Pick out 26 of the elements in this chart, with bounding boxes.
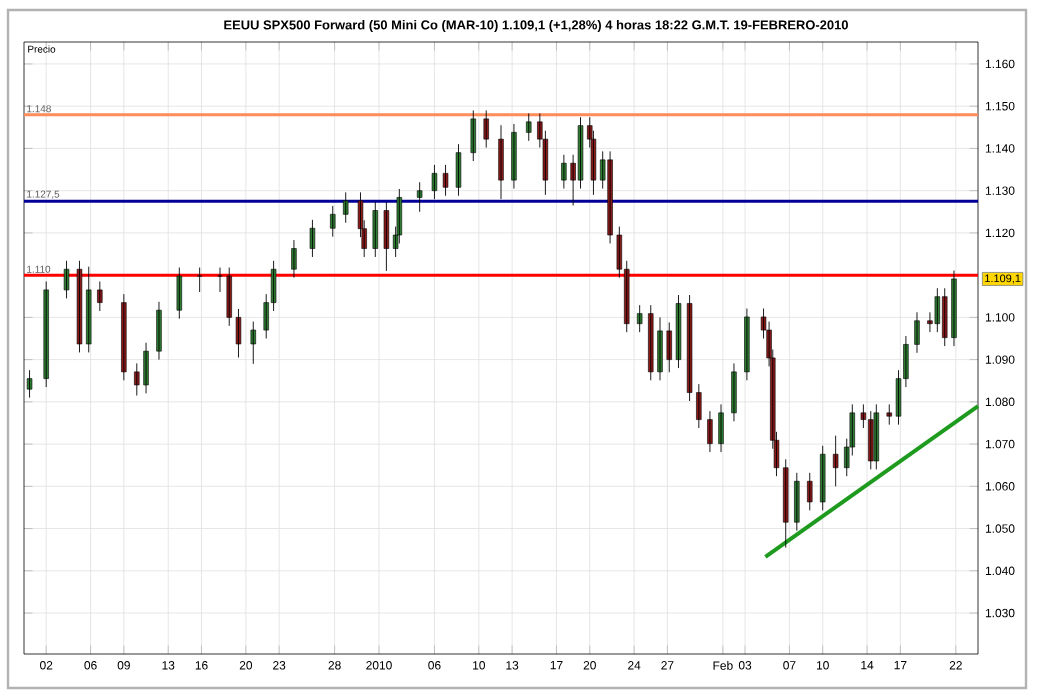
candlestick: [309, 219, 316, 258]
candlestick: [372, 201, 378, 258]
candlestick: [820, 445, 826, 511]
candlestick: [442, 164, 449, 197]
candlestick: [455, 143, 462, 197]
candlestick: [483, 109, 489, 149]
candlestick: [176, 267, 183, 320]
candlestick: [43, 281, 49, 388]
candlestick: [794, 472, 800, 532]
candlestick: [383, 201, 390, 272]
candlestick: [832, 435, 839, 487]
candlestick: [196, 267, 203, 293]
candlestick: [97, 281, 103, 312]
candlestick: [121, 293, 127, 381]
candlestick: [636, 304, 643, 333]
candlestick: [250, 321, 256, 365]
candlestick: [470, 109, 476, 162]
candlestick: [343, 191, 349, 224]
candlestick: [873, 403, 880, 470]
candlestick: [330, 205, 336, 238]
candlestick: [63, 260, 70, 299]
candlestick: [431, 164, 438, 200]
candlestick: [526, 112, 532, 142]
candlestick: [807, 472, 813, 511]
candlestick: [934, 287, 941, 333]
candlestick: [416, 181, 423, 213]
